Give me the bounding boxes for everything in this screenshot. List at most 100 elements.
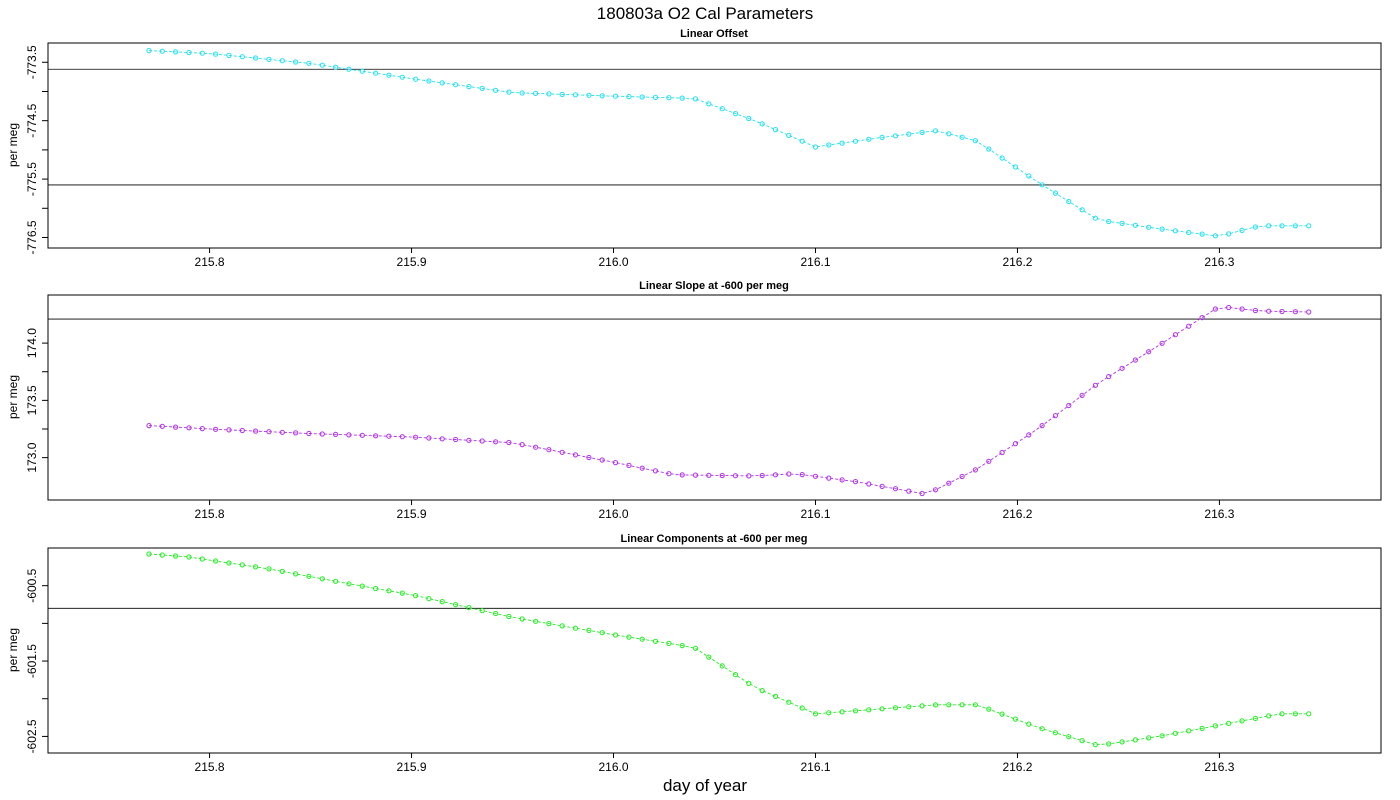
data-point bbox=[186, 425, 192, 431]
data-point bbox=[279, 58, 285, 64]
data-point bbox=[772, 693, 779, 700]
data-point bbox=[1092, 382, 1099, 388]
data-point bbox=[1266, 308, 1272, 314]
data-point bbox=[559, 449, 565, 455]
data-point bbox=[1306, 223, 1312, 229]
data-point bbox=[186, 49, 192, 56]
y-axis-label: per meg bbox=[6, 375, 20, 419]
data-point bbox=[839, 140, 845, 146]
y-axis-label-group: per meg bbox=[6, 123, 20, 167]
data-point bbox=[506, 439, 512, 446]
data-point bbox=[479, 608, 485, 614]
data-point bbox=[892, 133, 899, 139]
data-point bbox=[1079, 738, 1085, 744]
data-point bbox=[692, 645, 699, 651]
data-point bbox=[1159, 226, 1165, 232]
data-point bbox=[1226, 304, 1232, 311]
data-point bbox=[226, 52, 232, 59]
series-line bbox=[148, 50, 1309, 237]
data-point bbox=[1172, 730, 1179, 736]
plot-frame bbox=[47, 42, 1382, 249]
data-point bbox=[213, 51, 219, 57]
plot-frame bbox=[47, 294, 1382, 501]
data-point bbox=[1226, 720, 1232, 727]
data-point bbox=[466, 437, 472, 443]
data-point bbox=[399, 74, 405, 80]
data-point bbox=[1146, 349, 1152, 355]
data-point bbox=[706, 472, 712, 478]
data-point bbox=[626, 462, 632, 468]
x-tick-label: 216.0 bbox=[598, 760, 628, 774]
data-point bbox=[866, 481, 872, 487]
data-point bbox=[239, 562, 245, 568]
data-point bbox=[866, 136, 872, 142]
data-point bbox=[799, 705, 805, 711]
data-point bbox=[1266, 713, 1272, 719]
data-point bbox=[413, 76, 419, 82]
data-point bbox=[453, 82, 459, 88]
data-point bbox=[266, 56, 272, 63]
data-point bbox=[159, 423, 165, 429]
panel-title-linear-offset: Linear Offset bbox=[680, 28, 748, 40]
data-point bbox=[572, 452, 579, 458]
data-point bbox=[812, 144, 819, 150]
data-point bbox=[1146, 735, 1152, 741]
data-point bbox=[453, 436, 459, 443]
data-point bbox=[306, 60, 312, 66]
y-tick-label: 173.5 bbox=[25, 385, 39, 415]
data-point bbox=[959, 134, 965, 140]
data-point bbox=[493, 87, 499, 93]
data-point bbox=[266, 566, 272, 572]
data-point bbox=[1279, 308, 1285, 315]
data-point bbox=[732, 111, 739, 117]
data-point bbox=[426, 435, 432, 441]
data-point bbox=[1052, 190, 1059, 196]
x-tick-label: 215.8 bbox=[195, 760, 225, 774]
data-point bbox=[826, 142, 832, 148]
data-point bbox=[359, 432, 365, 438]
data-point bbox=[426, 78, 432, 84]
data-point bbox=[1039, 423, 1045, 429]
data-point bbox=[226, 427, 232, 433]
data-point bbox=[706, 654, 712, 660]
data-point bbox=[839, 477, 845, 483]
data-point bbox=[519, 90, 525, 96]
data-point bbox=[586, 627, 592, 634]
data-point bbox=[333, 431, 339, 437]
data-point bbox=[746, 473, 752, 479]
data-point bbox=[879, 134, 885, 140]
data-point bbox=[1199, 315, 1205, 321]
y-tick-label: -600.5 bbox=[25, 568, 39, 602]
data-point bbox=[572, 92, 579, 98]
data-point bbox=[1239, 306, 1245, 312]
data-point bbox=[1172, 332, 1179, 338]
x-tick-label: 216.2 bbox=[1002, 507, 1032, 521]
data-point bbox=[493, 610, 499, 617]
data-point bbox=[359, 583, 365, 589]
data-point bbox=[319, 62, 325, 68]
data-point bbox=[772, 472, 779, 478]
data-point bbox=[826, 475, 832, 481]
data-point bbox=[519, 616, 525, 622]
data-point bbox=[1026, 173, 1032, 179]
data-point bbox=[826, 710, 832, 716]
data-point bbox=[759, 472, 765, 479]
data-point bbox=[666, 95, 672, 101]
data-point bbox=[1252, 224, 1259, 230]
data-point bbox=[1306, 711, 1312, 717]
data-point bbox=[746, 115, 752, 122]
y-tick-label: -601.5 bbox=[25, 644, 39, 678]
series-line bbox=[148, 307, 1309, 494]
panel-linear-slope: Linear Slope at -600 per meg per meg bbox=[6, 280, 1382, 501]
data-point bbox=[1279, 223, 1285, 229]
data-point bbox=[253, 428, 259, 434]
data-point bbox=[373, 433, 379, 439]
data-point bbox=[639, 94, 645, 100]
data-point bbox=[1146, 224, 1152, 230]
data-point bbox=[239, 54, 245, 60]
data-point bbox=[892, 486, 899, 492]
data-point bbox=[1012, 441, 1019, 447]
data-point bbox=[852, 138, 859, 144]
x-tick-label: 215.9 bbox=[397, 760, 427, 774]
x-tick-label: 216.1 bbox=[800, 255, 830, 269]
